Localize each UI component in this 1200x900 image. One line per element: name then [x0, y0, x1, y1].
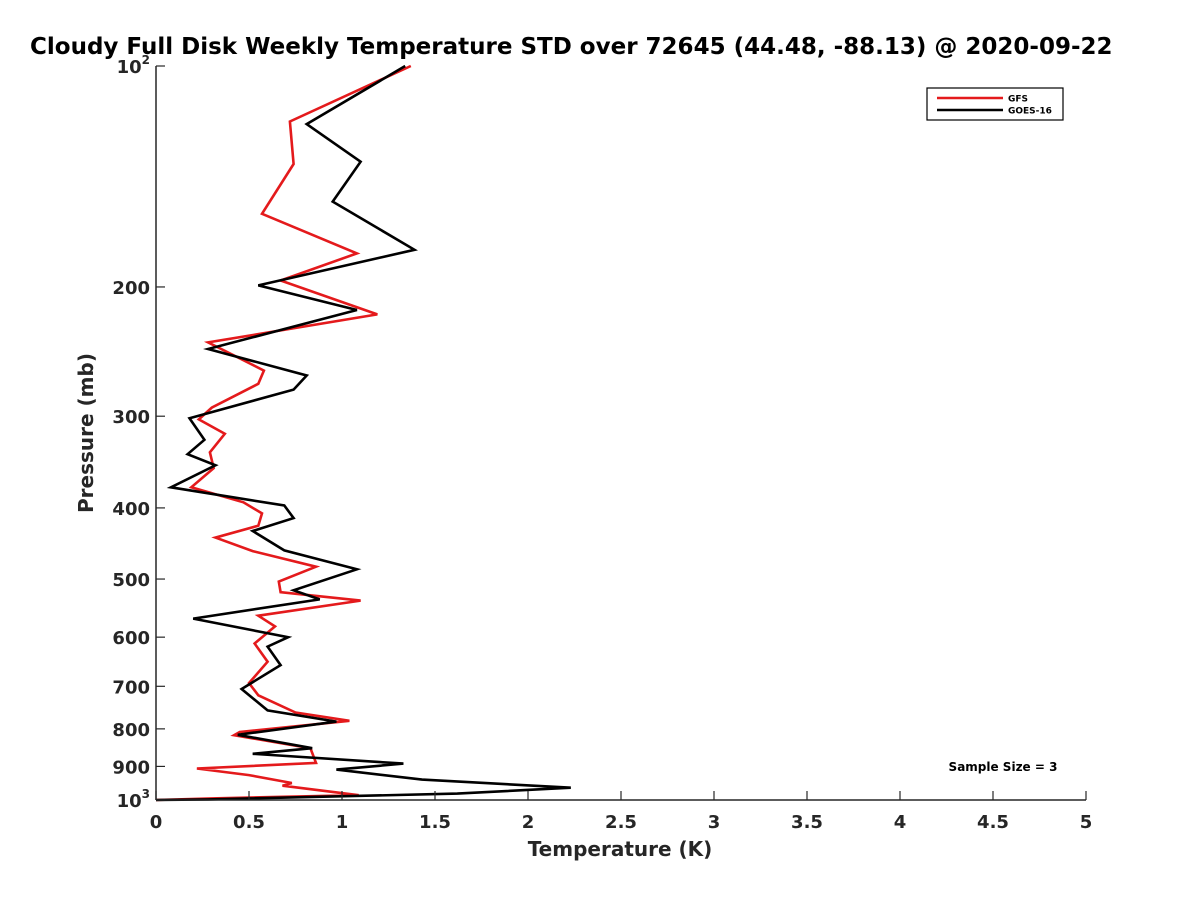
y-tick-label: 102 — [117, 53, 150, 78]
y-tick-label: 200 — [112, 278, 150, 299]
series-line-goes-16 — [155, 64, 571, 802]
sample-size-annotation: Sample Size = 3 — [949, 760, 1058, 774]
x-tick-label: 1 — [336, 812, 349, 833]
x-tick-label: 4.5 — [977, 812, 1009, 833]
y-tick-label: 800 — [112, 720, 150, 741]
x-tick-label: 1.5 — [419, 812, 451, 833]
y-tick-label: 900 — [112, 757, 150, 778]
x-tick-label: 0.5 — [233, 812, 265, 833]
x-axis-label: Temperature (K) — [528, 837, 713, 861]
y-tick-label: 103 — [117, 787, 150, 812]
x-tick-label: 5 — [1080, 812, 1093, 833]
legend-box — [926, 87, 1064, 121]
y-tick-label: 400 — [112, 499, 150, 520]
legend-label-goes-16: GOES-16 — [1008, 107, 1052, 117]
x-tick-label: 0 — [150, 812, 163, 833]
y-tick-label: 300 — [112, 407, 150, 428]
y-axis-label: Pressure (mb) — [74, 353, 98, 513]
x-tick-label: 2.5 — [605, 812, 637, 833]
axes: 0 0.5 1 1.5 2 2.5 3 3.5 4 4.5 5 102 200 300 400 500 600 7… — [112, 53, 1092, 833]
legend: GFS GOES-16 — [926, 87, 1064, 121]
x-tick-label: 4 — [894, 812, 907, 833]
chart-title: Cloudy Full Disk Weekly Temperature STD … — [30, 34, 1113, 60]
x-tick-label: 2 — [522, 812, 535, 833]
x-tick-label: 3 — [708, 812, 721, 833]
y-tick-label: 600 — [112, 628, 150, 649]
legend-label-gfs: GFS — [1008, 95, 1028, 105]
series-lines — [155, 64, 571, 802]
series-line-gfs — [155, 64, 412, 802]
x-tick-label: 3.5 — [791, 812, 823, 833]
y-tick-label: 700 — [112, 677, 150, 698]
y-tick-label: 500 — [112, 570, 150, 591]
